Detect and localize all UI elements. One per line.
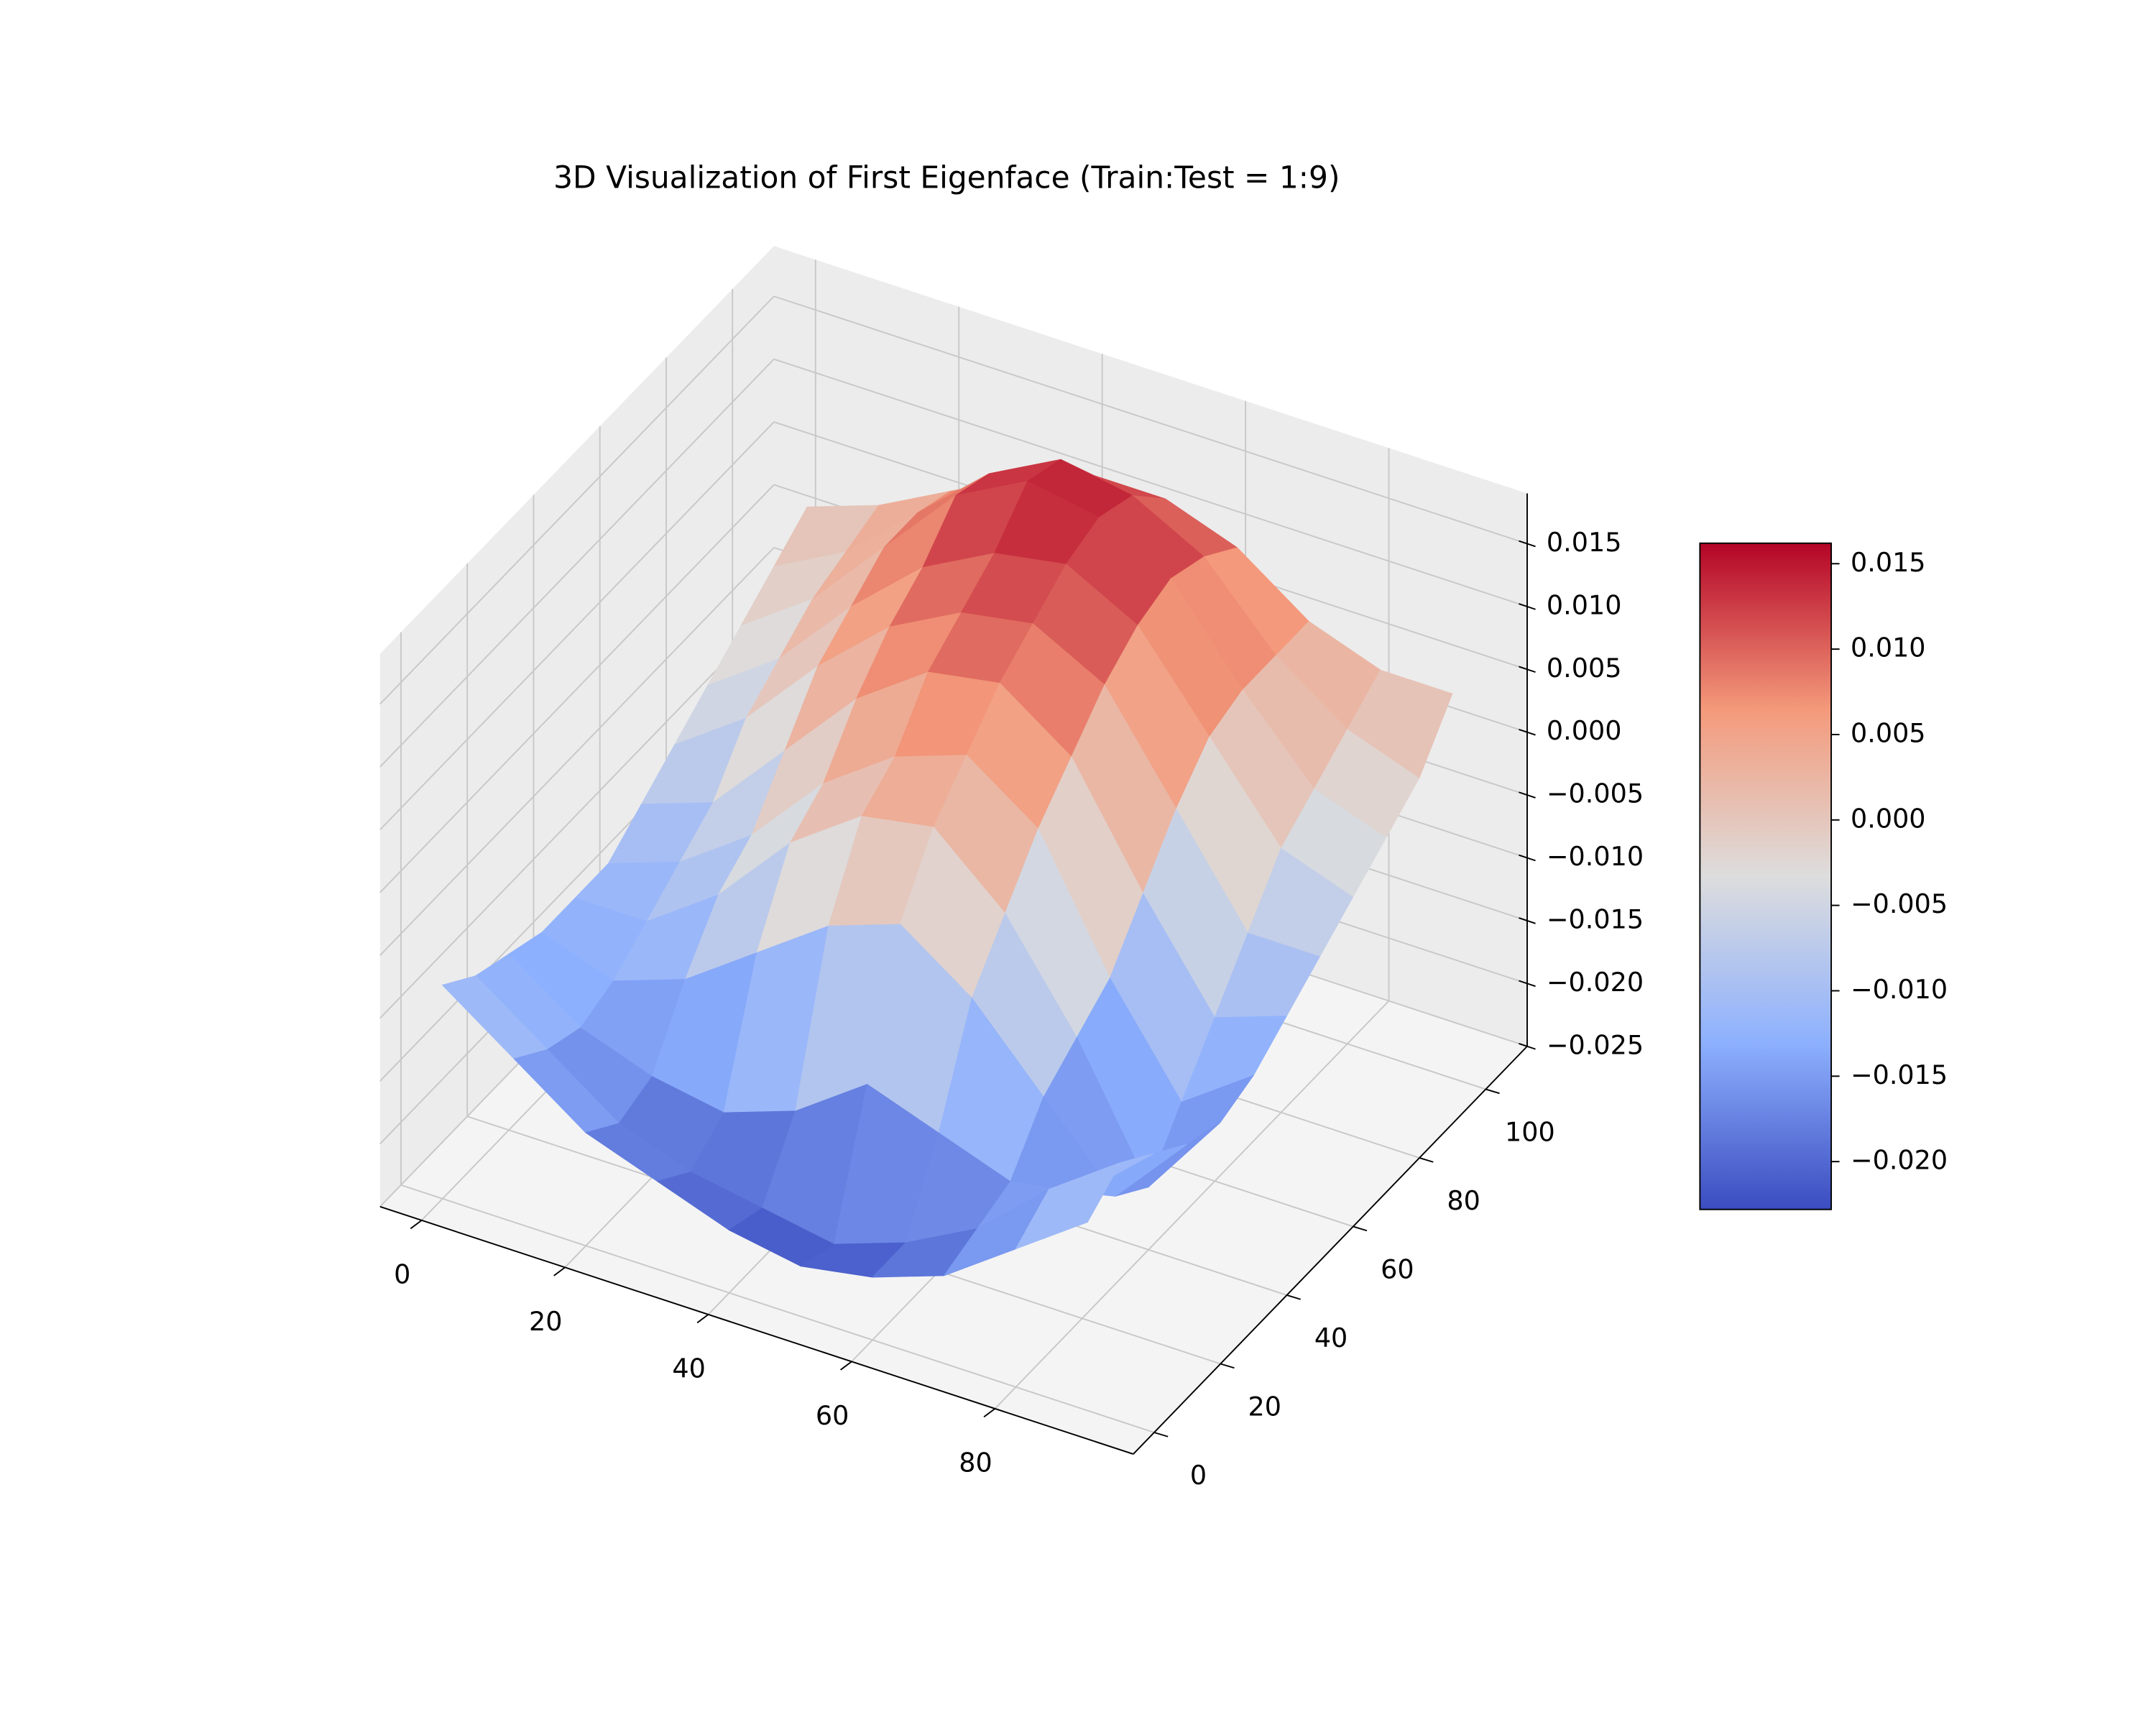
z-tick [1519, 791, 1536, 799]
grid-line [400, 1184, 1155, 1433]
grid-line [379, 547, 775, 956]
z-tick-label: −0.025 [1547, 1029, 1644, 1060]
colorbar [1699, 542, 1833, 1210]
z-tick [1519, 854, 1536, 862]
y-tick-label: 60 [1381, 1254, 1414, 1285]
z-tick-label: −0.005 [1547, 778, 1644, 809]
y-tick [1485, 1088, 1500, 1095]
z-tick-label: −0.010 [1547, 841, 1644, 872]
z-tick [1519, 980, 1536, 988]
grid-line [994, 1000, 1390, 1409]
grid-line [379, 484, 775, 893]
chart-title: 3D Visualization of First Eigenface (Tra… [553, 160, 1340, 196]
x-tick [983, 1408, 996, 1418]
grid-line [379, 610, 775, 1019]
surface-patch [1015, 1162, 1122, 1250]
z-tick [1519, 540, 1536, 548]
colorbar-tick-label: 0.000 [1851, 803, 1926, 834]
x-tick-label: 20 [529, 1306, 562, 1337]
grid-line [379, 295, 775, 705]
x-tick-label: 0 [394, 1259, 410, 1289]
colorbar-tick-label: −0.015 [1851, 1059, 1948, 1090]
x-tick-label: 60 [816, 1400, 849, 1431]
grid-line [379, 421, 775, 831]
z-tick [1519, 666, 1536, 673]
grid-line [773, 358, 1528, 607]
y-tick [1353, 1225, 1368, 1232]
y-tick-label: 20 [1248, 1392, 1281, 1422]
z-tick-label: 0.000 [1547, 715, 1622, 746]
y-tick [1419, 1157, 1434, 1163]
grid-line [379, 358, 775, 768]
z-tick [1519, 917, 1536, 924]
colorbar-tick-label: −0.005 [1851, 888, 1948, 919]
y-tick [1220, 1363, 1235, 1369]
z-tick-label: −0.015 [1547, 903, 1644, 934]
z-tick [1519, 1043, 1536, 1050]
y-tick-label: 80 [1447, 1185, 1480, 1216]
colorbar-tick-label: 0.005 [1851, 717, 1926, 748]
x-tick-label: 80 [959, 1447, 992, 1478]
colorbar-tick-label: −0.020 [1851, 1145, 1948, 1176]
z-tick [1519, 603, 1536, 610]
y-tick-label: 40 [1314, 1322, 1348, 1353]
x-tick [553, 1266, 566, 1276]
left-pane [379, 246, 774, 1207]
colorbar-tick-label: 0.015 [1851, 547, 1926, 578]
grid-line [773, 295, 1528, 545]
y-tick [1286, 1294, 1302, 1300]
colorbar-tick-label: 0.010 [1851, 632, 1926, 663]
x-tick [696, 1314, 709, 1324]
z-tick-label: 0.005 [1547, 653, 1622, 684]
x-tick [410, 1220, 423, 1230]
z-tick-label: 0.015 [1547, 527, 1622, 558]
x-tick-label: 40 [672, 1353, 705, 1384]
y-tick [1153, 1432, 1169, 1438]
x-tick [840, 1361, 852, 1371]
y-tick-label: 0 [1190, 1460, 1207, 1491]
axis-line [1133, 1046, 1528, 1455]
colorbar-tick-label: −0.010 [1851, 974, 1948, 1005]
y-tick-label: 100 [1505, 1116, 1555, 1147]
z-tick [1519, 728, 1536, 736]
axis-line [379, 1205, 1134, 1455]
z-tick-label: 0.010 [1547, 589, 1622, 620]
z-tick-label: −0.020 [1547, 967, 1644, 998]
